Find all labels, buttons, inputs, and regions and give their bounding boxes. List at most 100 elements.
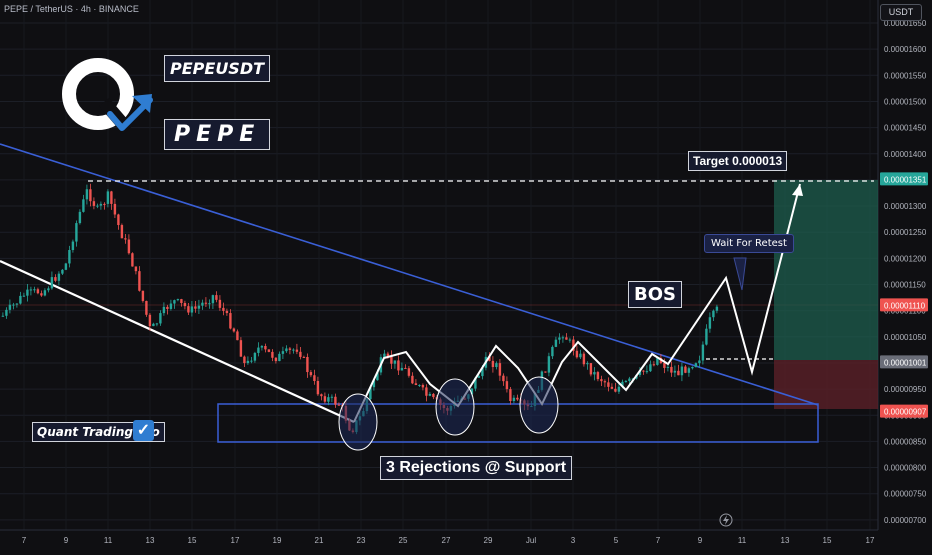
candle-body <box>565 337 568 340</box>
projection-zigzag <box>353 183 801 423</box>
candle-body <box>36 289 40 294</box>
pepeusdt-label: PEPEUSDT <box>164 55 271 82</box>
candle-body <box>169 303 173 309</box>
candle-body <box>194 306 197 309</box>
candle-body <box>225 310 229 314</box>
candle-body <box>572 339 575 351</box>
candle-body <box>684 366 687 373</box>
candle-body <box>278 353 281 362</box>
candle-body <box>547 356 551 373</box>
rejections-label: 3 Rejections @ Support <box>380 456 573 480</box>
candle-body <box>78 211 82 224</box>
y-tick-label: 0.00001250 <box>884 228 927 237</box>
candle-body <box>82 199 85 212</box>
candle-body <box>383 353 386 358</box>
candle-body <box>57 273 61 281</box>
candle-body <box>239 340 243 357</box>
y-tick-label: 0.00001650 <box>884 19 927 28</box>
candle-body <box>680 366 684 376</box>
candle-body <box>1 315 5 317</box>
candle-body <box>418 384 421 386</box>
candle-body <box>488 356 491 361</box>
price-tag-text: 0.00000907 <box>884 408 927 417</box>
candle-body <box>498 363 502 376</box>
currency-selector[interactable]: USDT <box>880 4 922 21</box>
candle-body <box>236 331 239 341</box>
candle-body <box>8 304 12 310</box>
candle-body <box>708 317 712 329</box>
candle-body <box>628 378 631 382</box>
candle-body <box>208 303 211 305</box>
candle-body <box>645 371 649 373</box>
candle-body <box>12 304 15 306</box>
candle-body <box>299 351 302 357</box>
candle-body <box>155 323 159 325</box>
candle-body <box>302 356 306 358</box>
candle-body <box>124 238 127 240</box>
candle-body <box>691 366 694 369</box>
candle-body <box>190 306 194 313</box>
candle-body <box>568 339 572 341</box>
candle-body <box>369 387 372 400</box>
candle-body <box>292 349 295 351</box>
candle-body <box>558 337 561 340</box>
candle-body <box>663 362 666 368</box>
q-arrow-logo-icon <box>62 58 153 135</box>
candle-body <box>152 323 155 327</box>
y-tick-label: 0.00001500 <box>884 97 927 106</box>
candle-body <box>400 367 404 371</box>
candle-body <box>180 299 183 304</box>
candle-body <box>712 310 715 318</box>
candle-body <box>323 396 327 402</box>
bos-label: BOS <box>628 281 682 308</box>
candle-body <box>502 375 505 382</box>
candle-body <box>134 266 138 272</box>
candle-body <box>425 387 428 396</box>
price-tag <box>880 172 928 186</box>
candle-body <box>243 356 246 364</box>
candle-body <box>334 396 337 405</box>
candle-body <box>89 189 92 202</box>
retest-callout-pointer <box>733 257 747 291</box>
candle-body <box>309 372 313 376</box>
lightning-icon[interactable] <box>719 513 733 527</box>
candle-body <box>211 295 215 304</box>
candle-body <box>393 360 397 364</box>
candle-body <box>215 295 218 300</box>
candle-body <box>85 189 89 200</box>
x-tick-label: 9 <box>64 536 69 545</box>
candle-body <box>15 303 19 305</box>
candle-body <box>267 349 271 352</box>
price-tag <box>880 404 928 418</box>
time-axis[interactable]: 7 9 11 13 15 17 19 21 23 25 27 29 Jul 3 5 7 9 11 13 15 17 <box>0 529 878 545</box>
y-tick-label: 0.00001050 <box>884 333 927 342</box>
candle-body <box>295 349 299 352</box>
candle-body <box>386 353 390 357</box>
candle-body <box>106 191 110 204</box>
candle-body <box>544 371 547 373</box>
candle-body <box>666 366 670 368</box>
candle-body <box>656 357 659 365</box>
rejection-circle <box>338 393 378 451</box>
candle-body <box>621 381 624 387</box>
candle-body <box>596 372 600 380</box>
x-tick-label: 15 <box>823 536 832 545</box>
candle-body <box>561 337 565 339</box>
candle-body <box>495 363 498 368</box>
candle-body <box>337 404 341 406</box>
candle-body <box>183 303 187 307</box>
candle-body <box>642 370 645 372</box>
candle-body <box>582 353 586 365</box>
candle-body <box>201 302 204 306</box>
price-labels: 0.00001351 0.00001110 0.00001001 0.00000907 <box>880 172 928 418</box>
descending-trendline <box>0 143 819 406</box>
candle-body <box>40 293 43 296</box>
price-tag-text: 0.00001001 <box>884 358 927 367</box>
support-box <box>217 403 819 443</box>
candle-body <box>512 397 516 402</box>
candle-body <box>204 302 208 304</box>
candle-body <box>148 314 152 327</box>
candle-body <box>579 353 582 358</box>
candle-body <box>61 269 64 274</box>
price-tag <box>880 298 928 312</box>
